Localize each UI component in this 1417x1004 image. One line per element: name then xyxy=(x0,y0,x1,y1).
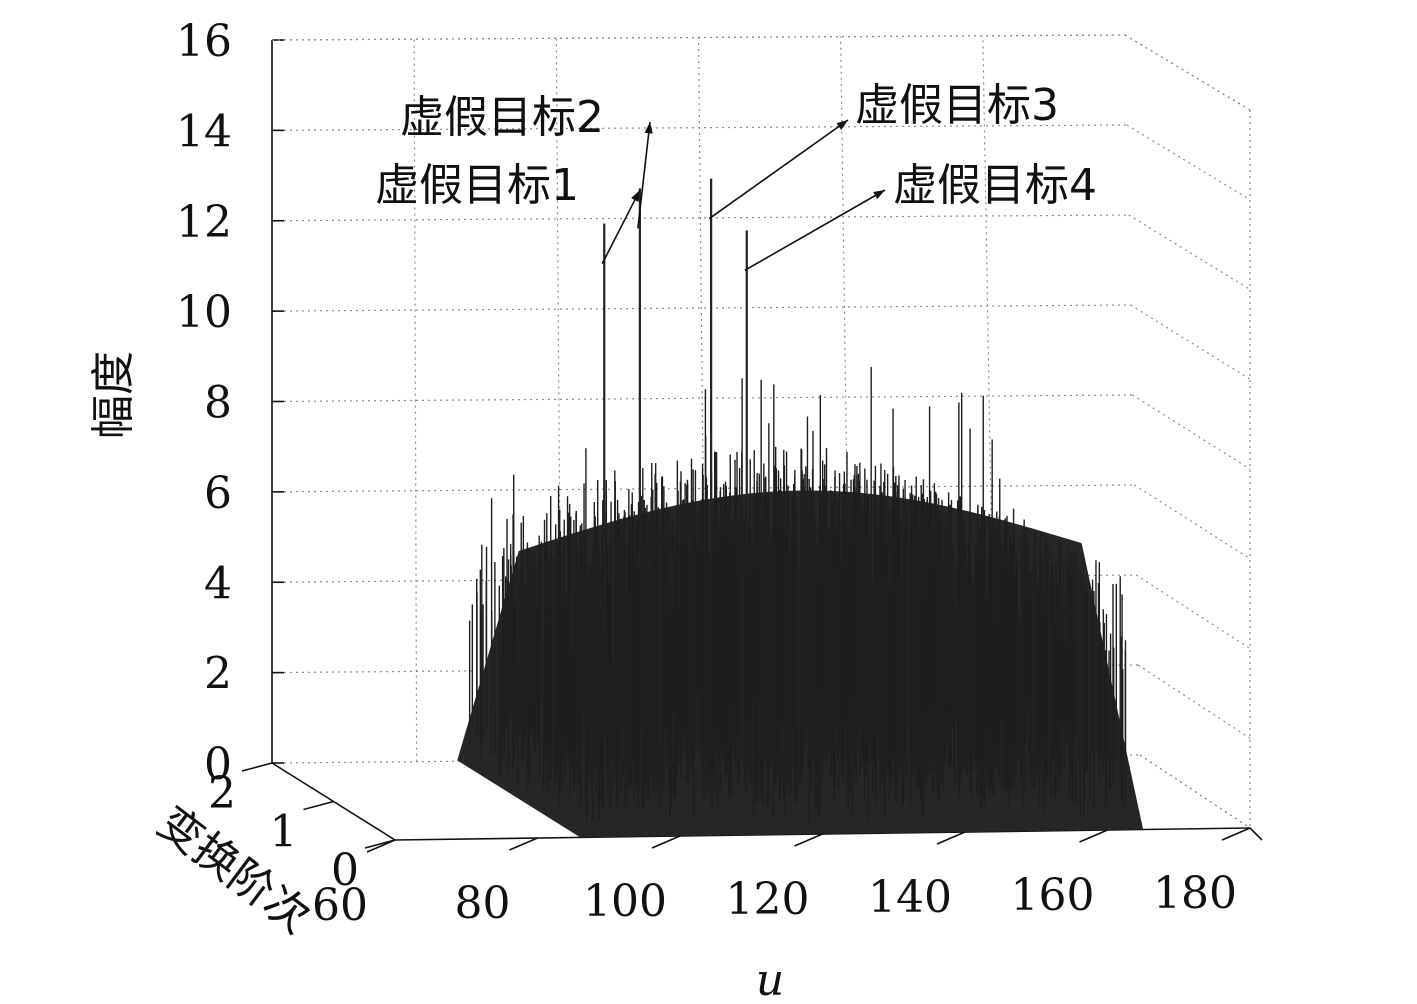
u-tick-mark xyxy=(1221,827,1251,841)
order-tick-label: 0 xyxy=(331,845,359,896)
u-tick-label: 140 xyxy=(868,872,952,923)
grid-line-z-side xyxy=(1137,664,1251,739)
u-tick-label: 60 xyxy=(312,880,368,931)
u-tick-label: 120 xyxy=(726,874,810,925)
z-tick-label: 16 xyxy=(176,16,232,67)
peak-spikes xyxy=(603,178,748,559)
u-tick-mark xyxy=(651,835,681,849)
z-tick-label: 10 xyxy=(176,287,232,338)
u-tick-mark xyxy=(794,833,823,847)
annotation-arrow xyxy=(637,121,651,229)
x-axis-label: u xyxy=(756,955,784,1004)
annotation-arrowhead xyxy=(644,122,653,134)
order-tick-label: 1 xyxy=(270,807,298,858)
z-axis-label: 幅度 xyxy=(88,351,139,439)
order-tick-mark xyxy=(241,762,273,772)
annotation-arrow xyxy=(601,189,641,265)
grid-line-u xyxy=(413,39,418,762)
order-tick-label: 2 xyxy=(208,768,236,819)
u-tick-label: 80 xyxy=(455,878,511,929)
z-tick-label: 8 xyxy=(204,378,232,429)
annotations: 虚假目标1 虚假目标2 虚假目标3 虚假目标4 xyxy=(375,80,1097,272)
grid-line-z-side xyxy=(1126,124,1251,201)
annotation-label: 虚假目标1 xyxy=(375,160,579,211)
annotation-arrow xyxy=(744,189,886,272)
annotation-arrowhead xyxy=(631,190,640,202)
z-tick-label: 14 xyxy=(176,106,232,157)
z-tick-label: 0 xyxy=(204,739,232,790)
z-tick-label: 4 xyxy=(204,558,232,609)
annotation-arrowhead xyxy=(873,190,885,200)
order-tick-mark xyxy=(303,800,334,811)
z-tick-label: 6 xyxy=(204,468,232,519)
u-tick-label: 180 xyxy=(1153,868,1237,919)
grid-line-z-side xyxy=(1130,304,1251,380)
annotation-arrow xyxy=(708,119,849,220)
annotation-label: 虚假目标2 xyxy=(400,92,604,143)
u-tick-label: 160 xyxy=(1011,870,1095,921)
order-tick-mark xyxy=(364,839,396,849)
grid-line-z-side xyxy=(1128,214,1251,291)
noise-surface xyxy=(457,366,1144,838)
z-tick-label: 2 xyxy=(204,649,232,700)
annotation-label: 虚假目标3 xyxy=(855,80,1059,131)
u-tick-mark xyxy=(1079,829,1108,843)
annotation-arrowhead xyxy=(836,120,848,130)
grid-line-z-side xyxy=(1134,484,1251,560)
u-tick-mark xyxy=(509,837,538,851)
z-tick-label: 12 xyxy=(176,197,232,248)
grid-line-z-side xyxy=(1135,574,1251,650)
u-tick-label: 100 xyxy=(583,876,667,927)
u-tick-mark xyxy=(936,831,966,845)
grid-line-z-side xyxy=(1132,394,1251,470)
annotation-label: 虚假目标4 xyxy=(893,160,1097,211)
